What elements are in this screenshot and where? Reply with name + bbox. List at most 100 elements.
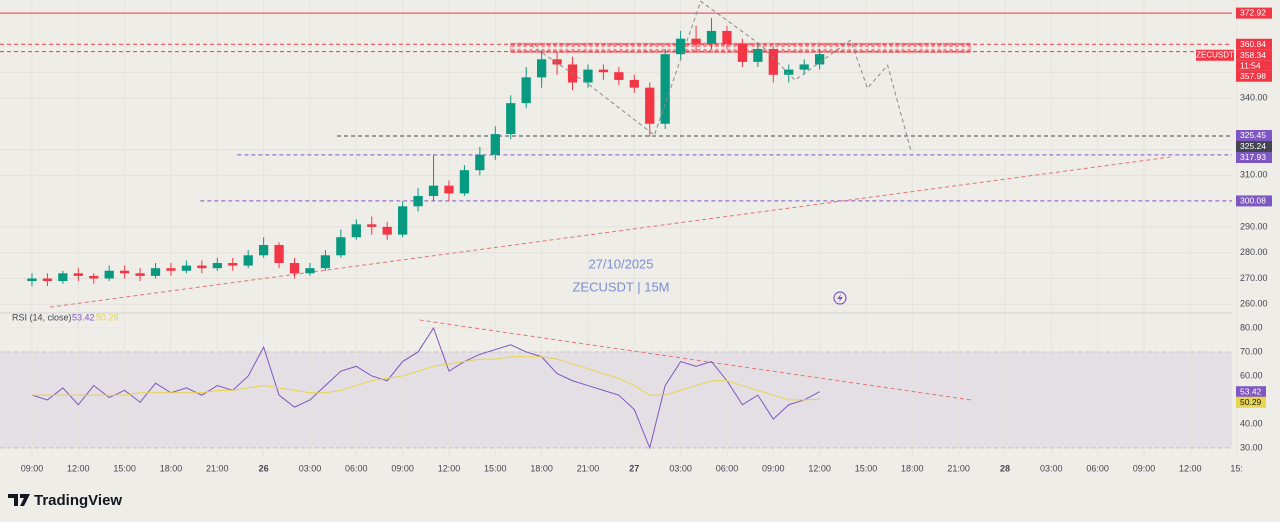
price-label: 325.24 <box>1240 141 1266 151</box>
candle-body <box>645 87 655 124</box>
candle-body <box>753 48 763 62</box>
axis-layer: 260.00270.00280.00290.00310.00320.00340.… <box>21 7 1272 473</box>
x-tick-label: 06:00 <box>716 463 739 473</box>
value-label-box <box>1236 396 1266 408</box>
candle-body <box>598 69 609 73</box>
candle-body <box>676 38 686 55</box>
watermark-text: 27/10/2025 <box>588 256 653 271</box>
rsi-line <box>31 326 820 450</box>
candle-body <box>243 255 253 266</box>
candle-body <box>660 54 670 124</box>
watermark-text: ZECUSDT | 15M <box>572 279 669 294</box>
y-tick-label: 290.00 <box>1240 221 1268 231</box>
candle-body <box>614 72 624 80</box>
price-label: 317.93 <box>1240 152 1266 162</box>
x-tick-label: 21:00 <box>577 463 600 473</box>
price-label: 357.98 <box>1240 71 1266 81</box>
candle-body <box>274 244 284 264</box>
candle-body <box>73 273 83 276</box>
candle-body <box>475 154 485 171</box>
candle-body <box>784 69 794 75</box>
price-label: 358.34 <box>1240 50 1266 60</box>
indicator-title: RSI (14, close) <box>12 312 72 322</box>
x-tick-label: 06:00 <box>1086 463 1109 473</box>
candle-body <box>428 185 439 196</box>
x-tick-label: 26 <box>259 463 269 473</box>
candle-body <box>212 263 222 269</box>
countdown-box <box>1236 60 1272 71</box>
y-tick-label: 80.00 <box>1240 322 1263 332</box>
candle-body <box>490 134 500 155</box>
y-tick-label: 30.00 <box>1240 442 1263 452</box>
candle-body <box>768 48 778 75</box>
candle-body <box>58 273 68 282</box>
symbol-box <box>1196 49 1234 61</box>
x-tick-label: 03:00 <box>1040 463 1063 473</box>
trendline <box>49 156 1171 308</box>
candle-body <box>737 43 748 62</box>
price-label-box <box>1236 152 1272 164</box>
candle-body <box>444 185 454 194</box>
price-label-box <box>1236 70 1272 82</box>
logo-mark <box>8 494 30 506</box>
x-tick-label: 15:00 <box>113 463 136 473</box>
indicator-value: 53.42 <box>72 312 95 322</box>
candle-body <box>382 226 392 235</box>
candle-body <box>289 263 300 274</box>
x-tick-label: 03:00 <box>299 463 322 473</box>
x-tick-label: 09:00 <box>1133 463 1156 473</box>
candle-body <box>135 273 145 276</box>
x-tick-label: 09:00 <box>21 463 44 473</box>
candle-body <box>413 195 423 207</box>
price-label-box <box>1236 195 1272 207</box>
price-label: 360.84 <box>1240 39 1266 49</box>
candle-body <box>259 244 269 256</box>
plot-layer: 27/10/2025 ZECUSDT | 15M RSI (14, close) 53… <box>0 0 1232 450</box>
y-tick-label: 340.00 <box>1240 92 1268 102</box>
event-icon-bolt <box>837 294 843 302</box>
candle-body <box>197 265 207 269</box>
rsi-line <box>31 356 820 401</box>
candle-body <box>104 270 114 279</box>
candle-body <box>506 103 516 135</box>
candle-body <box>583 69 593 83</box>
candle-body <box>706 30 717 44</box>
candle-body <box>398 206 408 235</box>
candle-body <box>351 224 361 238</box>
y-tick-label: 60.00 <box>1240 370 1263 380</box>
trendline <box>419 319 972 401</box>
price-label: 300.08 <box>1240 195 1266 205</box>
price-label-box <box>1236 130 1272 142</box>
candle-body <box>150 268 161 276</box>
x-tick-label: 12:00 <box>438 463 461 473</box>
candle-body <box>722 30 732 44</box>
candle-body <box>305 268 315 274</box>
price-label-box <box>1236 141 1272 153</box>
x-tick-label: 06:00 <box>345 463 368 473</box>
indicator-value: 50.29 <box>96 312 119 322</box>
price-label: 372.92 <box>1240 8 1266 18</box>
value-label: 53.42 <box>1240 386 1262 396</box>
y-tick-label: 40.00 <box>1240 418 1263 428</box>
x-tick-label: 28 <box>1000 463 1010 473</box>
candle-body <box>42 278 53 282</box>
x-tick-label: 15:00 <box>855 463 878 473</box>
y-tick-label: 70.00 <box>1240 346 1263 356</box>
candle-body <box>228 263 238 266</box>
event-icon[interactable] <box>833 291 847 305</box>
x-tick-label: 21:00 <box>206 463 229 473</box>
candle-body <box>181 265 192 271</box>
x-tick-label: 21:00 <box>947 463 970 473</box>
candle-body <box>629 79 639 88</box>
price-label-box <box>1236 49 1272 61</box>
y-tick-label: 270.00 <box>1240 273 1268 283</box>
grid-layer <box>0 0 1238 458</box>
price-label-box <box>1236 7 1272 19</box>
pattern-drawing <box>530 0 912 151</box>
candle-body <box>89 275 99 279</box>
x-tick-label: 12:00 <box>1179 463 1202 473</box>
candle-body <box>27 278 37 282</box>
